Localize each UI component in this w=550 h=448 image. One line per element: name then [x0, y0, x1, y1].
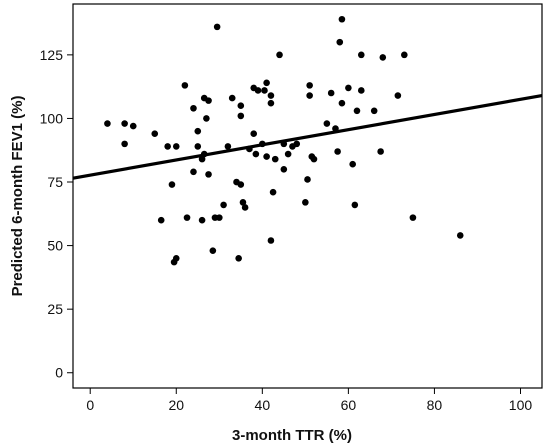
data-point [254, 87, 262, 94]
data-point [351, 201, 359, 209]
data-point [332, 125, 339, 132]
data-point [336, 38, 344, 46]
data-point [271, 155, 279, 163]
data-point [172, 255, 180, 262]
data-point [224, 143, 232, 150]
x-tick-label: 20 [168, 397, 184, 413]
data-point [237, 112, 245, 120]
data-point [259, 140, 266, 148]
data-point [205, 97, 212, 104]
y-tick-label: 25 [47, 301, 63, 317]
data-point [267, 99, 275, 107]
data-point [323, 120, 331, 127]
regression-line [72, 93, 543, 180]
data-point [183, 214, 191, 221]
data-point [293, 140, 301, 148]
data-point [338, 15, 346, 23]
data-point [246, 145, 253, 153]
data-point [280, 140, 288, 148]
data-point [164, 143, 171, 150]
data-point [302, 199, 309, 206]
data-points [104, 15, 464, 266]
data-point [357, 51, 365, 59]
data-point [157, 216, 165, 224]
data-point [200, 150, 208, 158]
data-point [379, 54, 387, 61]
data-point [228, 94, 236, 102]
data-point [190, 168, 197, 176]
data-point [215, 214, 223, 221]
data-point [237, 181, 245, 188]
data-point [252, 150, 260, 158]
data-point [304, 176, 311, 183]
data-point [203, 115, 210, 122]
x-tick-label: 40 [255, 397, 271, 413]
data-point [104, 120, 111, 127]
y-tick-label: 125 [40, 47, 64, 63]
y-tick-label: 50 [47, 238, 63, 254]
data-point [198, 155, 206, 163]
data-point [220, 201, 227, 209]
data-point [306, 92, 313, 99]
data-point [338, 99, 346, 107]
data-point [168, 181, 176, 188]
x-tick-label: 60 [341, 397, 357, 413]
data-point [121, 120, 128, 127]
data-point [235, 255, 242, 262]
x-tick-label: 100 [509, 397, 533, 413]
data-point [267, 92, 275, 99]
x-axis: 0 20 40 60 80 100 [86, 388, 532, 413]
data-point [213, 23, 221, 31]
plot-area [72, 3, 543, 389]
data-point [280, 165, 288, 173]
data-point [357, 87, 365, 94]
data-point [370, 107, 378, 115]
y-tick-label: 75 [47, 174, 63, 190]
data-point [194, 127, 202, 135]
y-axis-title: Predicted 6-month FEV1 (%) [9, 96, 26, 297]
data-point [121, 140, 128, 148]
data-point [172, 143, 180, 150]
data-point [269, 188, 277, 196]
data-point [151, 130, 159, 137]
data-point [239, 199, 247, 206]
data-point [401, 51, 408, 59]
data-point [263, 153, 270, 160]
data-point [261, 87, 268, 94]
data-point [194, 143, 202, 150]
data-point [190, 104, 197, 112]
data-point [237, 102, 245, 110]
data-point [205, 171, 212, 178]
data-point [306, 82, 313, 89]
data-point [377, 148, 384, 155]
data-point [409, 214, 417, 221]
y-tick-label: 100 [40, 110, 64, 126]
y-tick-label: 0 [55, 365, 63, 381]
data-point [250, 130, 258, 137]
data-point [456, 232, 464, 239]
data-point [241, 204, 249, 211]
data-point [181, 82, 189, 89]
x-tick-label: 80 [427, 397, 443, 413]
data-point [209, 247, 217, 254]
data-point [334, 148, 341, 155]
data-point [284, 150, 292, 158]
data-point [353, 107, 361, 115]
data-point [394, 92, 402, 99]
data-point [267, 237, 275, 244]
data-point [276, 51, 283, 59]
data-point [198, 216, 206, 224]
data-point [129, 122, 137, 130]
x-axis-title: 3-month TTR (%) [232, 427, 352, 444]
x-tick-label: 0 [86, 397, 94, 413]
data-point [263, 79, 270, 87]
data-point [345, 84, 352, 92]
data-point [327, 89, 335, 97]
data-point [349, 160, 356, 168]
y-axis: 0 25 50 75 100 125 [40, 47, 73, 381]
data-point [310, 155, 318, 163]
